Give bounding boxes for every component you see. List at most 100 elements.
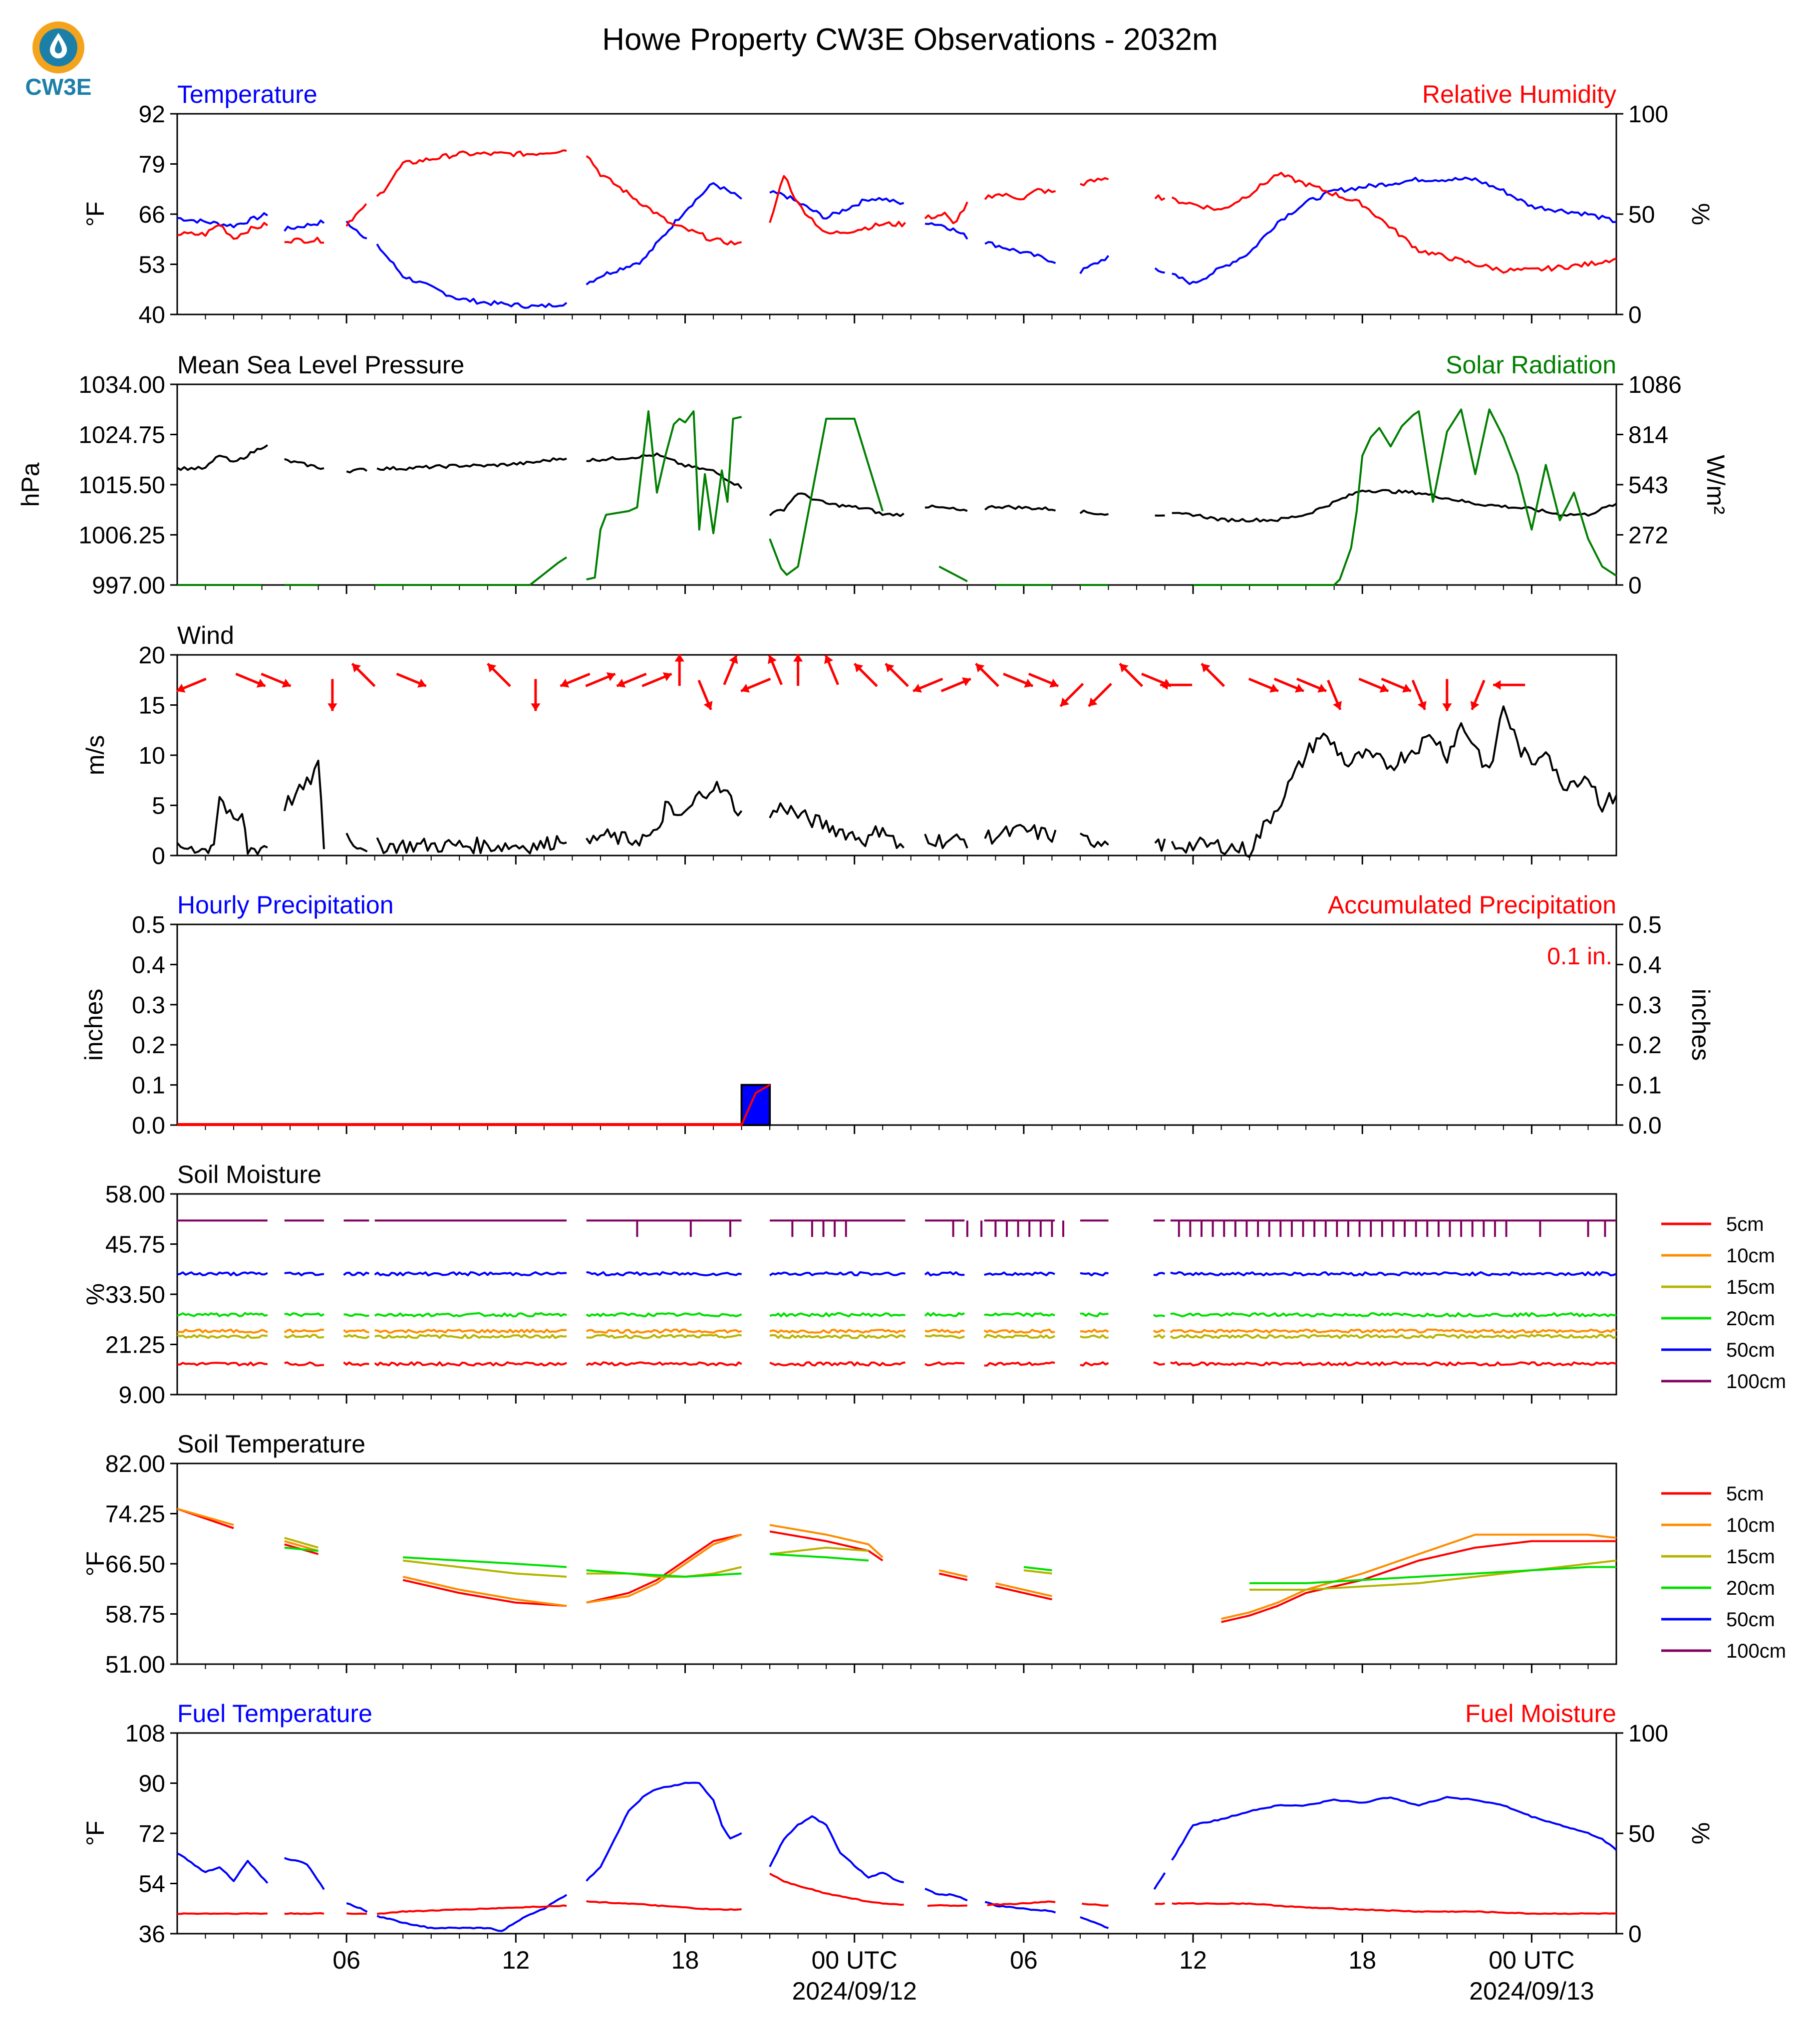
wind-arrow-head (703, 701, 713, 710)
series-line-fuel-moisture (284, 1912, 324, 1915)
legend-label-20cm: 20cm (1726, 1577, 1775, 1599)
series-line-accumulated-precipitation (177, 1084, 771, 1126)
series-line-50cm (1153, 1272, 1166, 1276)
series-line-5cm (995, 1585, 1052, 1601)
wind-arrow-head (885, 663, 895, 673)
wind-arrow-head (1160, 680, 1168, 690)
series-line-relative-humidity (345, 203, 367, 227)
x-tick-label: 06 (332, 1946, 360, 1974)
y-tick-label: 58.75 (105, 1602, 165, 1628)
logo-text: CW3E (25, 74, 92, 100)
wind-arrow-head (531, 703, 541, 711)
figure-title: Howe Property CW3E Observations - 2032m (602, 22, 1218, 57)
wind-direction-arrow (793, 654, 803, 686)
series-line-fuel-temperature (1080, 1916, 1109, 1929)
series-line-10cm (769, 1328, 906, 1334)
y-tick-label: 1006.25 (78, 523, 165, 549)
series-line-fuel-moisture (1155, 1902, 1165, 1905)
y-tick-label: 51.00 (105, 1652, 165, 1678)
series-line-wind-speed (376, 835, 567, 855)
legend-label-10cm: 10cm (1726, 1245, 1775, 1267)
wind-direction-arrow (1028, 672, 1059, 688)
series-line-15cm (1080, 1334, 1109, 1339)
wind-arrow-head (854, 663, 864, 673)
y-tick-label: 79 (139, 152, 165, 178)
wind-arrow-head (256, 678, 266, 688)
wind-direction-arrow (1327, 679, 1342, 710)
series-line-5cm (402, 1579, 567, 1607)
x-tick-label: 18 (1348, 1946, 1376, 1974)
y-tick-label-right: 0.2 (1628, 1032, 1662, 1059)
wind-direction-arrow (853, 662, 878, 687)
wind-direction-arrow (351, 662, 376, 687)
series-line-temperature (1172, 176, 1617, 286)
y-tick-label: 1015.50 (78, 472, 165, 499)
series-line-relative-humidity (284, 237, 324, 244)
wind-arrow-head (1470, 701, 1480, 710)
y-tick-label: 0 (152, 843, 165, 869)
wind-direction-arrow (1059, 683, 1084, 707)
wind-arrow-head (1442, 703, 1452, 711)
series-line-fuel-moisture (1082, 1902, 1109, 1907)
series-line-15cm (769, 1546, 869, 1555)
legend-label-20cm: 20cm (1726, 1308, 1775, 1330)
series-line-50cm (1080, 1272, 1109, 1277)
series-line-relative-humidity (586, 155, 742, 246)
series-line-20cm (1080, 1312, 1109, 1318)
y-tick-label-right: 0.4 (1628, 952, 1662, 978)
x-tick-label: 06 (1010, 1946, 1038, 1974)
wind-direction-arrow (885, 662, 909, 687)
wind-direction-arrow (1201, 662, 1225, 687)
y-tick-label-right: 0.1 (1628, 1073, 1662, 1099)
series-line-fuel-temperature (586, 1781, 742, 1882)
y-tick-label: 15 (139, 693, 165, 719)
series-line-20cm (284, 1546, 318, 1552)
series-line-10cm (343, 1329, 369, 1334)
wind-arrow-head (768, 655, 777, 664)
series-line-fuel-moisture (177, 1912, 268, 1915)
series-line-20cm (1153, 1314, 1166, 1318)
y-tick-label: 66.50 (105, 1551, 165, 1578)
series-line-15cm (1023, 1569, 1052, 1575)
series-line-15cm (177, 1334, 268, 1339)
series-line-5cm (924, 1361, 965, 1367)
series-line-relative-humidity (1154, 194, 1166, 201)
series-line-15cm (374, 1334, 567, 1339)
series-line-relative-humidity (769, 175, 907, 235)
series-line-5cm (586, 1361, 742, 1367)
legend-label-10cm: 10cm (1726, 1514, 1775, 1536)
wind-direction-arrow (1119, 662, 1144, 687)
wind-direction-arrow (912, 677, 943, 693)
y-axis-label: m/s (81, 735, 109, 776)
left-title: Hourly Precipitation (177, 891, 394, 919)
series-line-50cm (984, 1271, 1055, 1276)
series-line-fuel-temperature (346, 1902, 368, 1913)
series-line-temperature (769, 190, 905, 220)
wind-arrow-head (913, 683, 922, 693)
y-tick-label: 0.1 (132, 1073, 165, 1099)
series-line-wind-speed (984, 824, 1057, 845)
wind-direction-arrow (1442, 679, 1452, 711)
wind-direction-arrow (396, 672, 427, 688)
wind-arrow-head (1295, 683, 1304, 693)
series-line-20cm (374, 1312, 567, 1318)
series-line-fuel-moisture (346, 1912, 367, 1915)
y-axis-label-right: % (1687, 203, 1715, 225)
series-line-fuel-temperature (1171, 1796, 1617, 1861)
y-tick-label: 0.2 (132, 1032, 165, 1059)
series-line-10cm (586, 1328, 742, 1334)
y-tick-label: 66 (139, 202, 165, 228)
series-line-mean-sea-level-pressure (769, 492, 905, 517)
y-axis-label: °F (81, 1821, 109, 1846)
series-line-wind-speed (283, 760, 325, 850)
series-line-5cm (938, 1572, 968, 1581)
x-date-label: 2024/09/12 (792, 1977, 917, 2005)
y-tick-label-right: 50 (1628, 202, 1655, 228)
series-line-mean-sea-level-pressure (346, 468, 367, 474)
series-line-wind-speed (586, 781, 743, 847)
wind-arrow-head (606, 672, 615, 681)
series-line-relative-humidity (376, 149, 567, 197)
wind-arrow-head (1088, 697, 1098, 707)
series-line-20cm (1249, 1566, 1616, 1584)
